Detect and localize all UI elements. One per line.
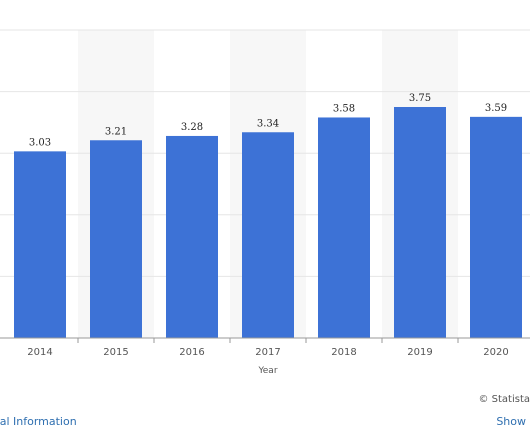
x-tick-2017: 2017 <box>255 347 280 358</box>
bar-2018 <box>318 117 370 338</box>
data-label-2014: 3.03 <box>29 137 51 148</box>
x-tick-2020: 2020 <box>483 347 508 358</box>
x-tick-2014: 2014 <box>27 347 52 358</box>
data-label-2020: 3.59 <box>485 103 507 114</box>
data-label-2015: 3.21 <box>105 126 127 137</box>
x-tick-labels: 2014 2015 2016 2017 2018 2019 2020 <box>27 338 509 358</box>
x-tick-2019: 2019 <box>407 347 432 358</box>
statista-credit: © Statista <box>478 394 530 405</box>
x-tick-2018: 2018 <box>331 347 356 358</box>
bar-2016 <box>166 135 218 338</box>
bar-2015 <box>90 140 142 338</box>
data-label-2016: 3.28 <box>181 122 203 133</box>
bar-2019 <box>394 107 446 338</box>
additional-information-link[interactable]: onal Information <box>0 415 77 428</box>
x-tick-2016: 2016 <box>179 347 204 358</box>
x-tick-2015: 2015 <box>103 347 128 358</box>
data-label-2018: 3.58 <box>333 103 355 114</box>
data-label-2017: 3.34 <box>257 118 279 129</box>
bar-2014 <box>14 151 66 338</box>
x-axis-title: Year <box>257 366 277 376</box>
data-label-2019: 3.75 <box>409 93 431 104</box>
show-source-link[interactable]: Show <box>496 415 526 428</box>
bar-2017 <box>242 132 294 338</box>
data-labels: 3.03 3.21 3.28 3.34 3.58 3.75 3.59 <box>29 93 507 148</box>
bars <box>14 107 522 338</box>
bar-2020 <box>470 116 522 338</box>
